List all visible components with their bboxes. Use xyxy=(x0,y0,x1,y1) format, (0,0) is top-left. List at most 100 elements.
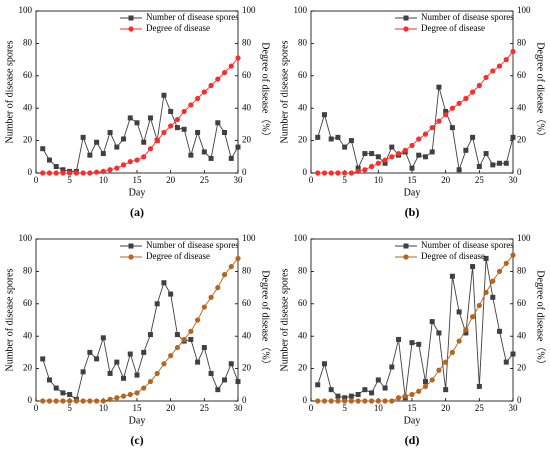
marker xyxy=(94,356,100,362)
marker xyxy=(510,252,516,258)
marker xyxy=(141,154,147,160)
marker xyxy=(80,170,86,176)
marker xyxy=(107,130,113,135)
y2-tick-label: 0 xyxy=(242,395,247,405)
marker xyxy=(348,170,354,176)
marker xyxy=(161,92,167,98)
y-tick-label: 0 xyxy=(303,395,308,405)
x-tick-label: 5 xyxy=(67,175,72,185)
marker xyxy=(222,377,228,383)
marker xyxy=(422,154,428,160)
legend-label: Degree of disease xyxy=(421,23,485,33)
legend-label: Degree of disease xyxy=(146,251,210,261)
y-tick-label: 60 xyxy=(298,298,308,308)
x-tick-label: 20 xyxy=(441,403,451,413)
marker xyxy=(463,95,469,102)
marker xyxy=(416,388,422,394)
marker xyxy=(510,134,516,140)
marker xyxy=(315,382,321,388)
marker xyxy=(94,398,100,404)
marker xyxy=(321,361,327,367)
marker xyxy=(470,134,476,140)
marker xyxy=(73,170,79,176)
x-tick-label: 5 xyxy=(67,403,72,413)
marker xyxy=(422,379,428,385)
marker xyxy=(128,254,134,260)
x-tick-label: 5 xyxy=(342,403,347,413)
marker xyxy=(342,170,348,176)
marker xyxy=(195,317,201,323)
marker xyxy=(222,130,228,135)
y2-tick-label: 100 xyxy=(242,5,256,15)
marker xyxy=(321,170,328,176)
marker xyxy=(315,398,321,404)
plot-frame xyxy=(310,10,514,174)
y2-tick-label: 60 xyxy=(242,70,252,80)
marker xyxy=(443,112,449,118)
marker xyxy=(121,136,127,142)
marker xyxy=(53,398,59,404)
marker xyxy=(375,377,381,383)
marker xyxy=(181,126,187,132)
y2-tick-label: 20 xyxy=(517,363,527,373)
marker xyxy=(208,370,214,376)
x-axis-label: Day xyxy=(404,415,421,426)
marker xyxy=(483,289,489,296)
marker xyxy=(470,89,476,95)
marker xyxy=(114,165,120,171)
y-tick-label: 80 xyxy=(23,265,33,275)
y-axis-label: Number of disease spores xyxy=(279,268,290,371)
marker xyxy=(321,112,327,118)
marker xyxy=(208,294,214,300)
x-tick-label: 20 xyxy=(166,175,176,185)
marker xyxy=(443,108,449,114)
marker xyxy=(483,151,489,157)
y-tick-label: 100 xyxy=(294,233,308,243)
marker xyxy=(147,115,153,121)
marker xyxy=(449,105,455,111)
x-tick-label: 20 xyxy=(441,175,451,185)
marker xyxy=(496,63,503,69)
marker xyxy=(436,330,442,336)
marker xyxy=(94,169,100,175)
y2-tick-label: 100 xyxy=(517,233,531,243)
legend-label: Degree of disease xyxy=(421,251,485,261)
marker xyxy=(335,170,341,176)
legend-label: Number of disease spores xyxy=(146,240,239,250)
marker xyxy=(181,108,187,115)
marker xyxy=(46,170,53,176)
marker xyxy=(127,351,133,357)
marker xyxy=(409,340,415,346)
y2-axis-label: Degree of disease（%） xyxy=(535,42,547,141)
y-tick-label: 0 xyxy=(28,167,33,177)
y-tick-label: 80 xyxy=(298,265,308,275)
marker xyxy=(134,372,140,378)
marker xyxy=(128,243,134,249)
marker xyxy=(503,57,509,63)
marker xyxy=(382,398,388,404)
y-tick-label: 80 xyxy=(298,37,308,47)
marker xyxy=(168,123,174,129)
marker xyxy=(416,136,422,142)
marker xyxy=(46,377,52,383)
y2-tick-label: 60 xyxy=(242,298,252,308)
marker xyxy=(375,398,381,404)
marker xyxy=(429,319,435,325)
y-tick-label: 40 xyxy=(298,102,308,112)
marker xyxy=(128,26,134,32)
marker xyxy=(443,387,449,393)
marker xyxy=(147,332,153,338)
marker xyxy=(321,398,328,404)
marker xyxy=(60,170,66,176)
marker xyxy=(497,160,503,166)
marker xyxy=(395,395,402,401)
marker xyxy=(470,314,476,320)
marker xyxy=(188,336,194,342)
marker xyxy=(503,160,509,166)
marker xyxy=(315,170,321,176)
marker xyxy=(449,125,455,131)
marker xyxy=(483,255,489,261)
y2-tick-label: 40 xyxy=(517,330,527,340)
marker xyxy=(215,120,221,126)
x-tick-label: 0 xyxy=(309,403,314,413)
